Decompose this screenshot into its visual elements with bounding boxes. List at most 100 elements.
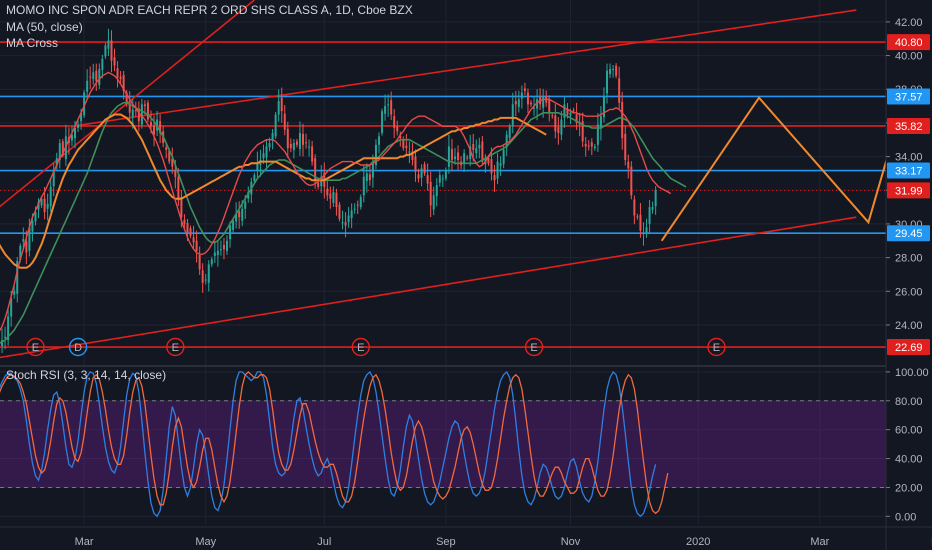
candle-body-135 [408,151,411,153]
price-tags: 40.80 37.57 35.82 33.17 29.45 22.69 31.99 [887,34,930,356]
candle-body-186 [563,104,566,118]
price-tick-label-8: 40.00 [895,51,923,63]
candle-body-95 [286,128,289,149]
candle-body-141 [426,175,429,184]
candle-body-66 [198,255,201,270]
candle-body-104 [314,158,317,181]
candle-body-11 [31,220,34,232]
candle-body-103 [311,146,314,162]
candle-body-130 [393,116,396,128]
candle-body-116 [350,210,353,219]
candle-body-105 [317,182,320,187]
candle-body-157 [475,148,478,154]
candle-body-109 [329,193,332,199]
candle-body-82 [247,191,250,199]
stoch-tick-label-4: 80.00 [895,396,923,408]
candle-body-132 [399,135,402,139]
candle-body-188 [569,112,572,116]
candle-body-112 [338,204,341,219]
candle-body-8 [22,239,25,242]
candle-body-40 [119,76,122,80]
candle-body-93 [280,97,283,112]
candle-body-155 [469,146,472,160]
candle-body-158 [478,144,481,149]
candle-body-84 [253,175,256,181]
candle-body-154 [466,157,469,159]
candle-body-56 [168,150,171,162]
candle-body-87 [262,153,265,159]
candle-body-68 [204,279,207,281]
price-tag-box-0 [887,34,930,51]
event-marker-circle-5 [707,337,726,357]
stoch-rsi-lines [0,370,669,518]
candle-body-53 [159,121,162,134]
candle-body-173 [523,88,526,91]
candle-body-156 [472,143,475,150]
trendlines[interactable] [0,0,857,359]
time-tick-label-2: Jul [317,536,331,548]
candle-body-41 [122,74,125,91]
candle-body-97 [292,143,295,150]
candle-body-127 [384,106,387,114]
candle-body-33 [98,69,101,86]
candle-body-192 [581,121,584,142]
time-tick-label-6: Mar [810,536,829,548]
candle-body-78 [235,213,238,222]
price-tag-label-2: 35.82 [895,121,923,133]
candle-body-24 [70,134,73,141]
candle-body-166 [502,149,505,165]
candle-body-1 [1,340,4,347]
candle-body-36 [107,40,110,49]
candle-body-43 [128,102,131,113]
candle-body-7 [19,245,22,261]
price-tag-label-5: 22.69 [895,342,923,354]
ma-green-line [0,101,687,344]
event-marker-circle-4 [524,337,544,357]
moving-averages [0,71,687,344]
candle-body-129 [390,100,393,115]
price-tag-box-6 [887,182,930,199]
candle-body-58 [174,170,177,177]
candle-body-167 [505,134,508,148]
candle-body-216 [654,190,657,207]
candle-body-140 [423,164,426,174]
candle-body-106 [320,176,323,187]
candle-body-25 [74,127,76,139]
candle-body-51 [153,125,156,135]
candle-body-17 [49,186,52,207]
indicator-label-ma50[interactable]: MA (50, close) [6,20,83,34]
candle-body-189 [572,110,575,112]
horizontal-levels[interactable] [0,41,886,348]
candle-body-65 [195,240,198,251]
candle-body-10 [28,227,31,251]
event-marker-circle-3 [351,337,370,357]
candle-body-204 [618,78,621,103]
candle-body-16 [46,203,49,209]
candle-body-77 [232,220,235,230]
trendline-0 [0,216,857,359]
candle-body-3 [7,316,10,341]
candle-body-111 [335,192,338,208]
indicator-label-ma-cross[interactable]: MA Cross [6,36,59,50]
candle-body-165 [499,163,502,166]
event-marker-label-0: E [32,342,39,354]
candle-body-195 [590,142,593,147]
candle-body-47 [140,104,143,125]
candle-body-74 [222,244,225,250]
candle-body-120 [362,176,365,196]
right-axis-background [886,0,932,550]
price-tag-label-4: 29.45 [895,228,923,240]
candle-body-201 [609,69,612,75]
candle-body-197 [596,124,599,145]
candle-body-76 [229,225,232,240]
candle-body-99 [298,133,301,150]
candle-body-75 [226,240,228,251]
candle-body-176 [533,107,536,109]
stoch-rsi-label[interactable]: Stoch RSI (3, 3, 14, 14, close) [6,368,167,382]
candle-body-21 [61,141,64,155]
candle-body-14 [40,198,43,206]
candle-body-34 [101,58,104,70]
candle-body-102 [308,146,311,148]
candle-body-12 [34,212,37,222]
